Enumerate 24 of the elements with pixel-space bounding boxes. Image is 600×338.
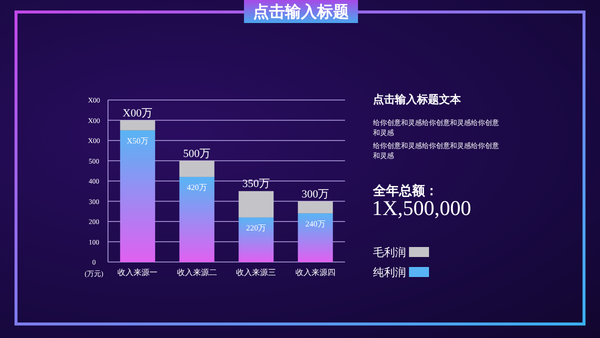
x-tick-label: 收入来源三	[236, 268, 276, 277]
bar	[120, 120, 156, 130]
x-tick-label: 收入来源二	[176, 268, 217, 277]
bar	[298, 201, 333, 214]
chart-title: 点击输入标题	[253, 3, 349, 21]
bar	[179, 160, 214, 177]
x-tick-label: 收入来源一	[118, 268, 158, 277]
text: 点击输入标题文本	[373, 92, 461, 107]
total-label: 300万	[302, 188, 330, 200]
total-label: 500万	[183, 148, 211, 160]
legend-label: 毛利润	[373, 246, 406, 259]
legend-label: 纯利润	[373, 266, 406, 279]
bar	[298, 213, 333, 262]
data-label: 240万	[305, 219, 326, 228]
bar	[120, 130, 156, 262]
total-label: 350万	[242, 178, 270, 190]
data-label: 420万	[186, 182, 207, 192]
bar	[179, 176, 214, 262]
bar	[238, 217, 274, 262]
data-label: 220万	[246, 223, 266, 232]
bar	[238, 191, 274, 218]
x-tick-label: 收入来源四	[295, 268, 336, 277]
data-label: X50万	[126, 136, 149, 146]
total-label: X00万	[122, 107, 153, 120]
